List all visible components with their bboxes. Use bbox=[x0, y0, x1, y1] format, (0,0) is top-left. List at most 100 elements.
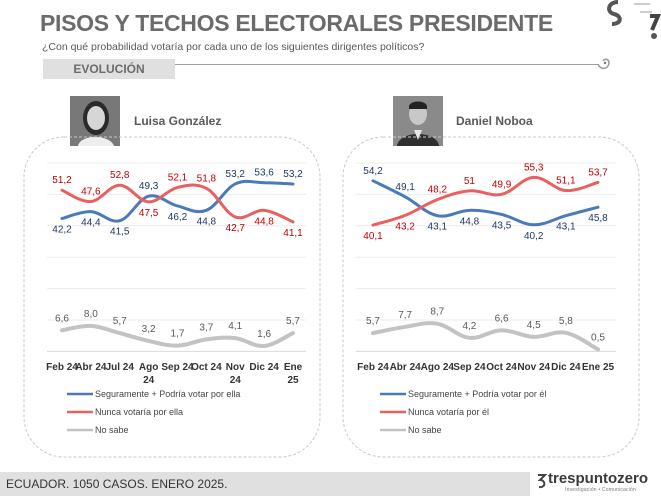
data-label: 43,2 bbox=[395, 221, 415, 232]
x-tick-label: Ene 25 bbox=[582, 362, 615, 373]
x-tick-label: 24 bbox=[143, 375, 155, 386]
data-label: 42,7 bbox=[226, 223, 246, 234]
data-label: 51 bbox=[464, 176, 476, 187]
data-label: 4,5 bbox=[527, 320, 541, 331]
avatar-luisa-gonzalez bbox=[70, 96, 120, 146]
legend-label: Nunca votaría por ella bbox=[95, 407, 183, 417]
data-label: 5,8 bbox=[559, 316, 573, 327]
data-label: 54,2 bbox=[363, 166, 383, 177]
data-label: 51,2 bbox=[52, 175, 72, 186]
data-label: 43,5 bbox=[492, 220, 512, 231]
x-tick-label: Sep 24 bbox=[453, 362, 486, 373]
legend-label: Seguramente + Podría votar por ella bbox=[95, 389, 240, 399]
x-tick-label: Ago 24 bbox=[421, 362, 455, 373]
data-label: 8,7 bbox=[430, 307, 444, 318]
x-tick-label: 24 bbox=[230, 375, 242, 386]
chart-frame bbox=[342, 136, 640, 458]
data-label: 53,7 bbox=[588, 167, 608, 178]
data-label: 47,5 bbox=[139, 208, 159, 219]
data-label: 6,6 bbox=[55, 313, 69, 324]
data-label: 53,2 bbox=[283, 169, 303, 180]
series-line-gray bbox=[60, 323, 295, 348]
legend-label: No sabe bbox=[95, 425, 129, 435]
x-tick-label: Jul 24 bbox=[106, 362, 135, 373]
data-label: 41,1 bbox=[283, 228, 303, 239]
data-label: 5,7 bbox=[286, 316, 300, 327]
chart-frame bbox=[23, 136, 321, 458]
data-label: 44,4 bbox=[81, 218, 101, 229]
data-label: 48,2 bbox=[428, 185, 448, 196]
data-label: 44,8 bbox=[254, 216, 274, 227]
brand-logo-icon bbox=[537, 474, 548, 489]
data-label: 52,1 bbox=[168, 172, 188, 183]
x-tick-label: 25 bbox=[287, 375, 299, 386]
divider-ornament-icon bbox=[597, 58, 610, 70]
data-label: 1,7 bbox=[171, 329, 185, 340]
x-tick-label: Dic 24 bbox=[249, 362, 279, 373]
data-label: 1,6 bbox=[257, 329, 271, 340]
data-label: 8,0 bbox=[84, 309, 98, 320]
candidate-name-daniel: Daniel Noboa bbox=[456, 114, 533, 128]
data-label: 4,1 bbox=[228, 321, 242, 332]
data-label: 49,3 bbox=[139, 181, 159, 192]
data-label: 49,9 bbox=[492, 179, 512, 190]
data-label: 40,1 bbox=[363, 231, 383, 242]
data-label: 3,7 bbox=[199, 322, 213, 333]
series-line-red bbox=[371, 175, 600, 227]
data-label: 41,5 bbox=[110, 227, 130, 238]
data-label: 43,1 bbox=[556, 222, 576, 233]
logo-mark-icon bbox=[607, 0, 661, 39]
data-label: 53,2 bbox=[226, 169, 246, 180]
x-tick-label: Oct 24 bbox=[191, 362, 222, 373]
brand-tagline: Investigación • Comunicación bbox=[565, 487, 636, 493]
x-tick-label: Feb 24 bbox=[46, 362, 78, 373]
legend-label: Nunca votaría por él bbox=[408, 407, 489, 417]
x-tick-label: Dic 24 bbox=[551, 362, 581, 373]
data-label: 4,2 bbox=[462, 321, 476, 332]
data-label: 3,2 bbox=[142, 324, 156, 335]
data-label: 5,7 bbox=[113, 316, 127, 327]
section-label: EVOLUCIÓN bbox=[73, 62, 145, 76]
x-tick-label: Nov 24 bbox=[517, 362, 550, 373]
x-tick-label: Sep 24 bbox=[161, 362, 194, 373]
footer-note: ECUADOR. 1050 CASOS. ENERO 2025. bbox=[6, 477, 228, 491]
series-line-blue bbox=[60, 179, 295, 223]
x-tick-label: Feb 24 bbox=[357, 362, 389, 373]
data-label: 44,8 bbox=[460, 216, 480, 227]
data-label: 7,7 bbox=[398, 310, 412, 321]
data-label: 55,3 bbox=[524, 162, 544, 173]
header-divider bbox=[175, 64, 598, 65]
x-tick-label: Oct 24 bbox=[486, 362, 517, 373]
page-subtitle: ¿Con qué probabilidad votaría por cada u… bbox=[42, 41, 425, 53]
series-line-red bbox=[60, 183, 295, 224]
data-label: 40,2 bbox=[524, 231, 544, 242]
data-label: 44,8 bbox=[197, 216, 217, 227]
data-label: 53,6 bbox=[254, 168, 274, 179]
x-tick-label: Nov bbox=[226, 362, 245, 373]
series-line-blue bbox=[371, 179, 600, 227]
data-label: 51,1 bbox=[556, 176, 576, 187]
brand-name: trespuntozero bbox=[548, 470, 649, 487]
data-label: 42,2 bbox=[52, 224, 72, 235]
section-tab bbox=[43, 59, 175, 79]
footer-bar bbox=[0, 472, 530, 496]
data-label: 49,1 bbox=[395, 182, 415, 193]
legend-label: No sabe bbox=[408, 425, 442, 435]
x-tick-label: Ene bbox=[284, 362, 303, 373]
data-label: 5,7 bbox=[366, 316, 380, 327]
data-label: 47,6 bbox=[81, 187, 101, 198]
data-label: 51,8 bbox=[197, 173, 217, 184]
x-tick-label: Ago bbox=[139, 362, 158, 373]
avatar-daniel-noboa bbox=[393, 96, 443, 146]
data-label: 43,1 bbox=[428, 222, 448, 233]
x-tick-label: Abr 24 bbox=[75, 362, 107, 373]
x-tick-label: Abr 24 bbox=[390, 362, 422, 373]
data-label: 52,8 bbox=[110, 170, 130, 181]
data-label: 0,5 bbox=[591, 332, 605, 343]
legend-label: Seguramente + Podría votar por él bbox=[408, 389, 546, 399]
candidate-name-luisa: Luisa González bbox=[134, 114, 222, 128]
chart-panel-1: Feb 24 Abr 24 Ago 24 Sep 24 Oct 24 Nov 24 Dic … bbox=[342, 136, 640, 458]
data-label: 45,8 bbox=[588, 213, 608, 224]
